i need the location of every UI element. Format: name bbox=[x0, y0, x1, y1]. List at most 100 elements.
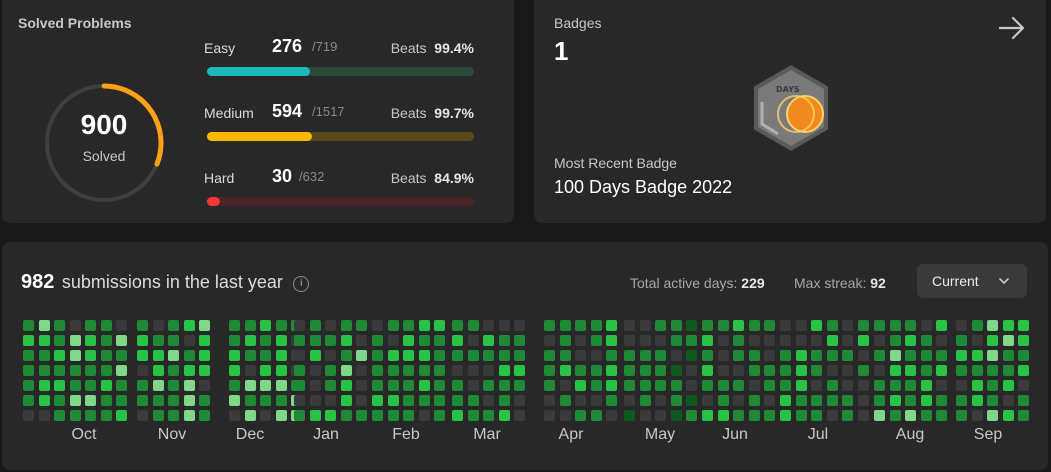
heatmap-cell[interactable] bbox=[764, 365, 775, 376]
heatmap-cell[interactable] bbox=[514, 320, 525, 331]
heatmap-cell[interactable] bbox=[325, 410, 336, 421]
heatmap-cell[interactable] bbox=[434, 410, 445, 421]
heatmap-cell[interactable] bbox=[575, 335, 586, 346]
heatmap-cell[interactable] bbox=[559, 320, 571, 331]
heatmap-cell[interactable] bbox=[137, 380, 148, 391]
heatmap-cell[interactable] bbox=[403, 410, 414, 421]
heatmap-cell[interactable] bbox=[69, 335, 81, 346]
heatmap-cell[interactable] bbox=[544, 365, 555, 376]
heatmap-cell[interactable] bbox=[38, 380, 50, 391]
year-selector-dropdown[interactable]: Current bbox=[917, 264, 1027, 298]
heatmap-cell[interactable] bbox=[199, 365, 210, 376]
heatmap-cell[interactable] bbox=[418, 350, 430, 361]
heatmap-cell[interactable] bbox=[467, 365, 479, 376]
heatmap-cell[interactable] bbox=[624, 365, 635, 376]
heatmap-cell[interactable] bbox=[100, 395, 112, 406]
heatmap-cell[interactable] bbox=[842, 320, 853, 331]
heatmap-cell[interactable] bbox=[309, 380, 321, 391]
heatmap-cell[interactable] bbox=[702, 410, 713, 421]
heatmap-cell[interactable] bbox=[559, 380, 571, 391]
heatmap-cell[interactable] bbox=[670, 365, 682, 376]
heatmap-cell[interactable] bbox=[956, 395, 967, 406]
heatmap-cell[interactable] bbox=[874, 365, 885, 376]
heatmap-cell[interactable] bbox=[811, 410, 822, 421]
heatmap-cell[interactable] bbox=[1018, 380, 1029, 391]
heatmap-cell[interactable] bbox=[590, 380, 602, 391]
heatmap-cell[interactable] bbox=[889, 320, 901, 331]
heatmap-cell[interactable] bbox=[54, 395, 65, 406]
heatmap-cell[interactable] bbox=[325, 350, 336, 361]
heatmap-cell[interactable] bbox=[920, 365, 932, 376]
heatmap-cell[interactable] bbox=[199, 380, 210, 391]
heatmap-cell[interactable] bbox=[23, 350, 34, 361]
heatmap-cell[interactable] bbox=[23, 410, 34, 421]
heatmap-cell[interactable] bbox=[100, 335, 112, 346]
heatmap-cell[interactable] bbox=[590, 320, 602, 331]
heatmap-cell[interactable] bbox=[69, 410, 81, 421]
heatmap-cell[interactable] bbox=[1018, 335, 1029, 346]
heatmap-cell[interactable] bbox=[100, 350, 112, 361]
heatmap-cell[interactable] bbox=[874, 410, 885, 421]
heatmap-cell[interactable] bbox=[38, 320, 50, 331]
heatmap-cell[interactable] bbox=[498, 395, 510, 406]
heatmap-cell[interactable] bbox=[971, 380, 983, 391]
heatmap-cell[interactable] bbox=[624, 395, 635, 406]
heatmap-cell[interactable] bbox=[38, 410, 50, 421]
difficulty-row-medium[interactable]: Medium 594 /1517 Beats 99.7% bbox=[204, 101, 474, 145]
heatmap-cell[interactable] bbox=[686, 410, 697, 421]
heatmap-cell[interactable] bbox=[655, 320, 666, 331]
heatmap-cell[interactable] bbox=[936, 410, 947, 421]
heatmap-cell[interactable] bbox=[936, 335, 947, 346]
heatmap-cell[interactable] bbox=[168, 410, 179, 421]
heatmap-cell[interactable] bbox=[356, 350, 367, 361]
heatmap-cell[interactable] bbox=[294, 380, 305, 391]
heatmap-cell[interactable] bbox=[733, 380, 744, 391]
heatmap-cell[interactable] bbox=[544, 395, 555, 406]
heatmap-cell[interactable] bbox=[100, 320, 112, 331]
heatmap-cell[interactable] bbox=[936, 380, 947, 391]
heatmap-cell[interactable] bbox=[905, 365, 916, 376]
heatmap-cell[interactable] bbox=[987, 335, 998, 346]
heatmap-cell[interactable] bbox=[340, 395, 352, 406]
heatmap-cell[interactable] bbox=[811, 380, 822, 391]
heatmap-cell[interactable] bbox=[229, 335, 240, 346]
heatmap-cell[interactable] bbox=[702, 320, 713, 331]
heatmap-cell[interactable] bbox=[38, 365, 50, 376]
heatmap-cell[interactable] bbox=[857, 365, 869, 376]
heatmap-cell[interactable] bbox=[260, 350, 271, 361]
heatmap-cell[interactable] bbox=[670, 335, 682, 346]
heatmap-cell[interactable] bbox=[183, 350, 195, 361]
heatmap-cell[interactable] bbox=[795, 410, 807, 421]
heatmap-cell[interactable] bbox=[199, 410, 210, 421]
heatmap-cell[interactable] bbox=[639, 350, 651, 361]
heatmap-cell[interactable] bbox=[183, 395, 195, 406]
heatmap-cell[interactable] bbox=[717, 320, 729, 331]
heatmap-cell[interactable] bbox=[624, 350, 635, 361]
heatmap-cell[interactable] bbox=[54, 320, 65, 331]
heatmap-cell[interactable] bbox=[874, 335, 885, 346]
heatmap-cell[interactable] bbox=[795, 380, 807, 391]
heatmap-cell[interactable] bbox=[229, 350, 240, 361]
heatmap-cell[interactable] bbox=[575, 320, 586, 331]
heatmap-cell[interactable] bbox=[889, 380, 901, 391]
heatmap-cell[interactable] bbox=[655, 395, 666, 406]
heatmap-cell[interactable] bbox=[294, 395, 305, 406]
heatmap-cell[interactable] bbox=[325, 320, 336, 331]
heatmap-cell[interactable] bbox=[717, 410, 729, 421]
heatmap-cell[interactable] bbox=[624, 335, 635, 346]
heatmap-cell[interactable] bbox=[956, 350, 967, 361]
heatmap-cell[interactable] bbox=[811, 350, 822, 361]
heatmap-cell[interactable] bbox=[920, 395, 932, 406]
heatmap-cell[interactable] bbox=[467, 320, 479, 331]
arrow-right-icon[interactable] bbox=[997, 14, 1027, 42]
heatmap-cell[interactable] bbox=[1002, 335, 1014, 346]
heatmap-cell[interactable] bbox=[717, 350, 729, 361]
heatmap-cell[interactable] bbox=[199, 335, 210, 346]
heatmap-cell[interactable] bbox=[842, 410, 853, 421]
heatmap-cell[interactable] bbox=[309, 335, 321, 346]
heatmap-cell[interactable] bbox=[717, 365, 729, 376]
heatmap-cell[interactable] bbox=[54, 335, 65, 346]
heatmap-cell[interactable] bbox=[229, 395, 240, 406]
heatmap-cell[interactable] bbox=[780, 395, 791, 406]
heatmap-cell[interactable] bbox=[889, 395, 901, 406]
